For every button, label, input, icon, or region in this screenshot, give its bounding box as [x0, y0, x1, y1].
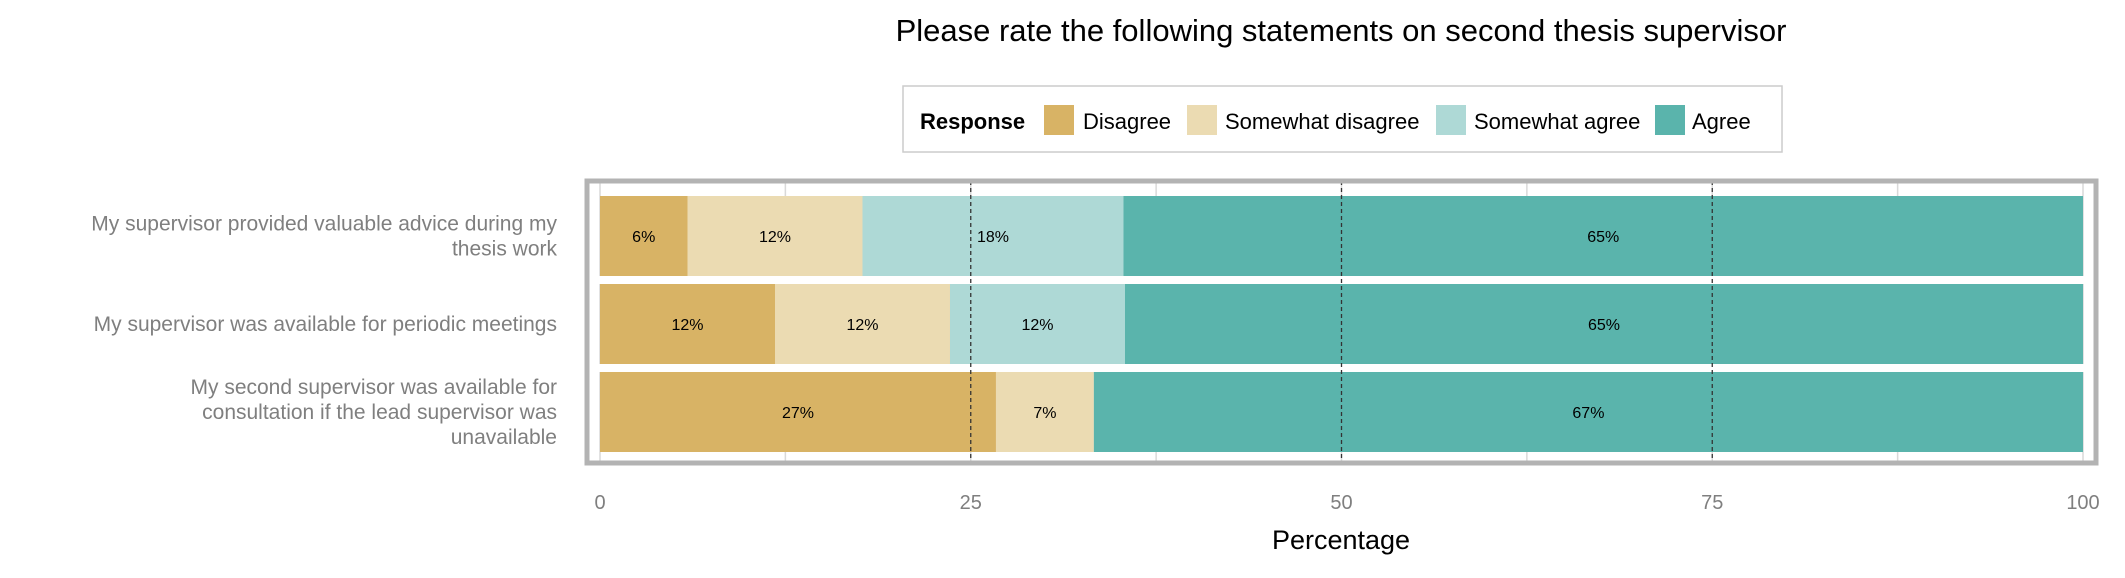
bar-segment [600, 196, 688, 276]
row-separator [587, 364, 2096, 372]
category-label: My supervisor provided valuable advice d… [91, 213, 557, 236]
data-label: 18% [977, 229, 1009, 246]
bar-segment [600, 372, 996, 452]
legend-key [1187, 105, 1217, 135]
category-label: consultation if the lead supervisor was [202, 401, 557, 424]
x-tick-label: 0 [594, 492, 605, 514]
bar-segment [949, 284, 1125, 364]
bar-segment [862, 196, 1124, 276]
category-label: My supervisor was available for periodic… [94, 313, 557, 336]
bar-segment [774, 284, 950, 364]
panel-border [584, 178, 2099, 466]
data-label: 12% [759, 229, 791, 246]
category-label: unavailable [451, 426, 557, 449]
data-label: 67% [1572, 405, 1604, 422]
bar-segment [995, 372, 1094, 452]
data-label: 12% [846, 317, 878, 334]
legend-key [1436, 105, 1466, 135]
legend-title: Response [920, 109, 1025, 134]
data-label: 12% [1021, 317, 1053, 334]
category-label: thesis work [452, 238, 558, 261]
x-tick-label: 25 [960, 492, 982, 514]
bar-segment [687, 196, 863, 276]
bar-segment [1123, 196, 2083, 276]
x-tick-label: 50 [1330, 492, 1352, 514]
legend-label: Disagree [1083, 109, 1171, 134]
legend-label: Agree [1692, 109, 1751, 134]
chart-title: Please rate the following statements on … [896, 13, 1787, 48]
bar-segment [1124, 284, 2083, 364]
data-label: 6% [632, 229, 655, 246]
bar-segment [600, 284, 775, 364]
x-tick-label: 100 [2066, 492, 2099, 514]
x-tick-label: 75 [1701, 492, 1723, 514]
legend-key [1655, 105, 1685, 135]
legend-key [1044, 105, 1074, 135]
category-label: My second supervisor was available for [191, 376, 558, 399]
legend-label: Somewhat disagree [1225, 109, 1419, 134]
legend-label: Somewhat agree [1474, 109, 1640, 134]
data-label: 65% [1588, 317, 1620, 334]
x-axis-title: Percentage [1272, 525, 1410, 555]
data-label: 65% [1587, 229, 1619, 246]
data-label: 27% [782, 405, 814, 422]
data-label: 7% [1033, 405, 1056, 422]
data-label: 12% [671, 317, 703, 334]
plot-area: 6% 12% 18% 65% 12% 12% 12% 65% 27% 7% 67% My superv… [91, 178, 2100, 514]
bar-segment [1093, 372, 2083, 452]
legend: Response Disagree Somewhat disagree Somewh… [902, 85, 1783, 153]
